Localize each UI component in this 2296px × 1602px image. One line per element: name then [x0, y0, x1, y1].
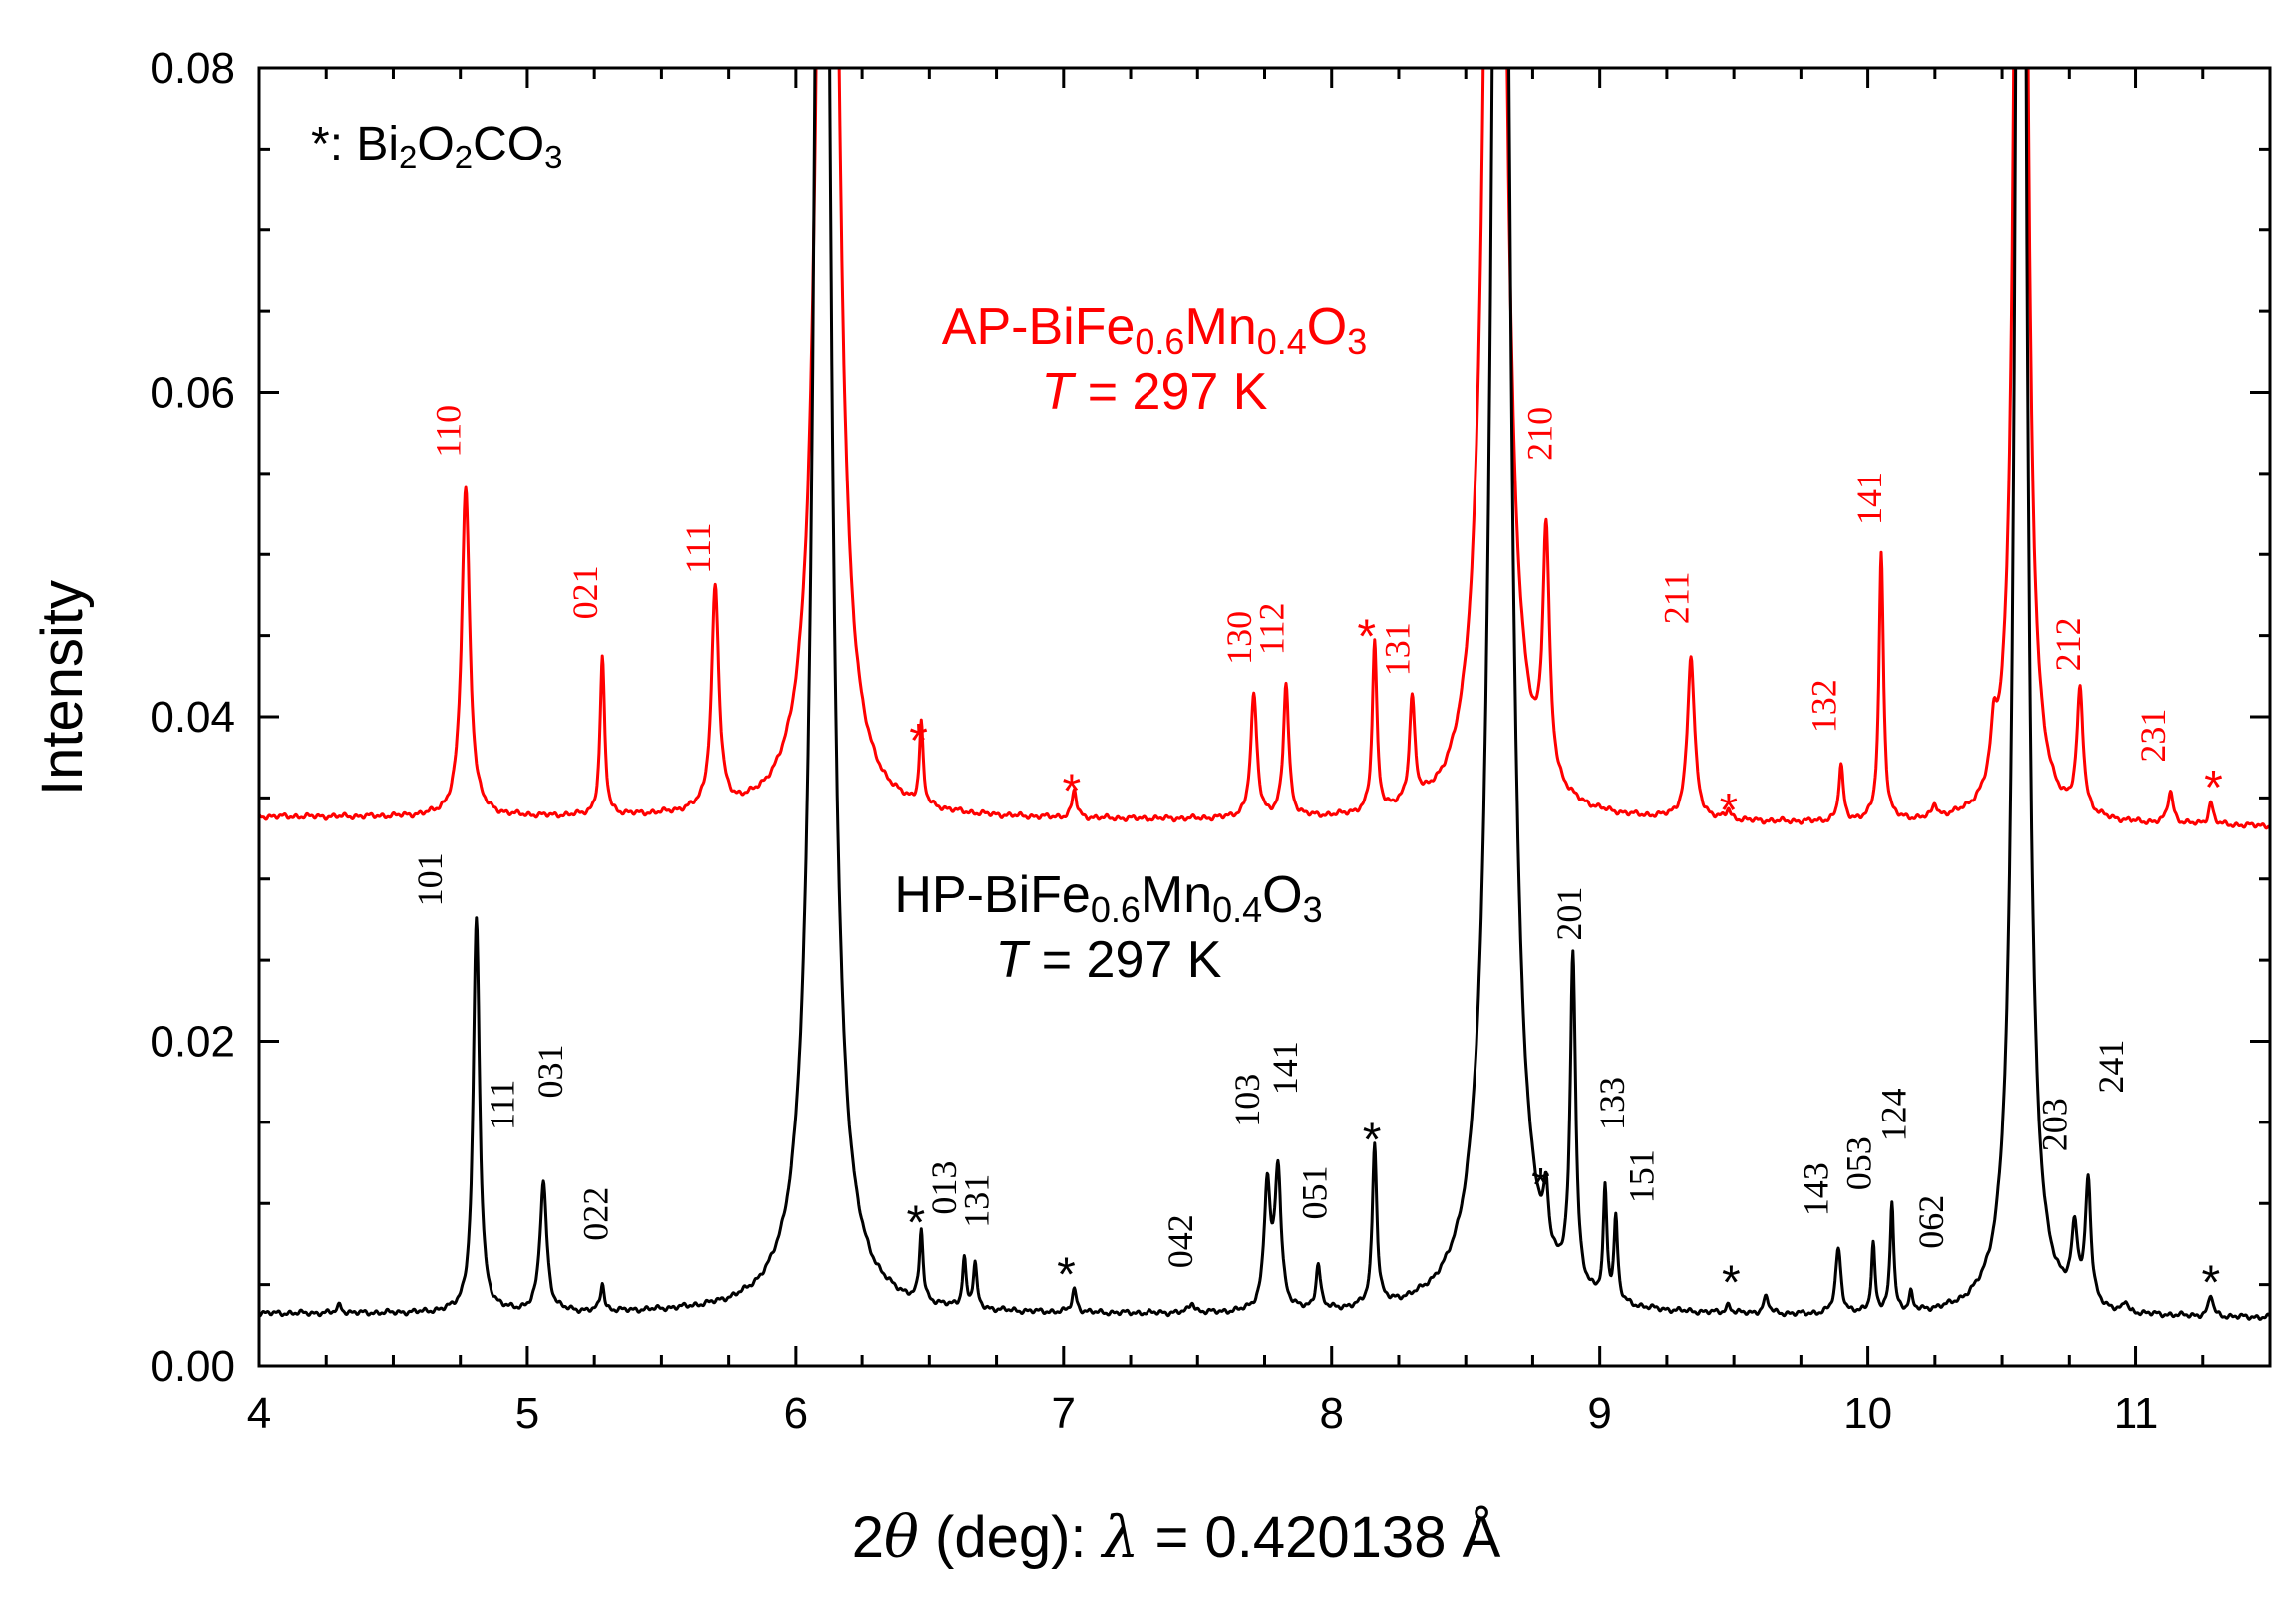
peak-index-label: 211: [1656, 572, 1696, 625]
peak-index-label: 151: [1622, 1149, 1662, 1203]
peak-index-label: 062: [1911, 1195, 1951, 1249]
x-tick-label: 4: [247, 1389, 271, 1438]
peak-index-label: 031: [530, 1045, 570, 1099]
peak-index-label: 111: [483, 1080, 522, 1130]
peak-index-label: 053: [1838, 1136, 1878, 1190]
peak-index-label: 101: [410, 852, 450, 906]
x-tick-label: 9: [1587, 1389, 1611, 1438]
peak-index-label: 021: [565, 565, 605, 619]
impurity-legend-note: *: Bi2O2CO3: [311, 118, 562, 175]
impurity-star-marker: *: [1357, 611, 1376, 664]
series-label-hp: HP-BiFe0.6Mn0.4O3: [894, 866, 1322, 930]
peak-index-label: 141: [1265, 1041, 1305, 1095]
axes: 4 5 6 7 8 9 10 11 0.00 0.02 0.04 0.06 0.08: [150, 44, 2272, 1438]
peak-index-label: 124: [1873, 1088, 1913, 1141]
y-tick-label: 0.00: [150, 1342, 235, 1391]
series-temperature-ap: T = 297 K: [1042, 363, 1268, 421]
impurity-star-marker: *: [1722, 1257, 1741, 1310]
peak-index-label: 212: [2048, 617, 2088, 671]
peak-index-label: 022: [576, 1187, 616, 1241]
y-tick-label: 0.08: [150, 44, 235, 93]
series-line-hp: [259, 68, 2270, 1321]
peak-index-label: 103: [1227, 1074, 1267, 1127]
peak-index-label: 111: [678, 522, 718, 573]
peak-index-label: 131: [957, 1174, 997, 1228]
peak-index-label: 051: [1294, 1166, 1334, 1220]
series-temperature-hp: T = 297 K: [996, 931, 1222, 989]
series-layer: [259, 68, 2270, 1321]
impurity-star-marker: *: [1063, 765, 1082, 817]
peak-index-label: 203: [2035, 1098, 2075, 1151]
peak-index-label: 231: [2133, 709, 2173, 763]
x-tick-label: 11: [2114, 1389, 2159, 1438]
peak-index-label: 201: [1549, 887, 1589, 941]
peak-index-label: 210: [1519, 407, 1559, 461]
x-axis-label: 2θ (deg): λ = 0.420138 Å: [852, 1503, 1501, 1571]
peak-index-label: 013: [924, 1161, 964, 1215]
y-tick-label: 0.02: [150, 1018, 235, 1067]
y-axis-label: Intensity: [30, 580, 95, 796]
peak-index-label: 141: [1849, 472, 1889, 525]
peak-index-label: 042: [1160, 1214, 1200, 1268]
peak-index-label: 132: [1804, 679, 1843, 733]
impurity-star-marker: *: [1531, 1159, 1550, 1212]
impurity-star-marker: *: [2201, 1257, 2220, 1310]
peak-index-label: 112: [1251, 603, 1291, 656]
series-line-ap: [259, 68, 2270, 830]
x-tick-label: 5: [515, 1389, 539, 1438]
peak-index-label: 143: [1796, 1162, 1835, 1216]
y-tick-label: 0.04: [150, 693, 235, 742]
impurity-star-marker: *: [2204, 762, 2223, 814]
x-tick-label: 10: [1843, 1389, 1892, 1438]
peak-index-label: 131: [1378, 622, 1418, 676]
series-label-ap: AP-BiFe0.6Mn0.4O3: [942, 298, 1367, 362]
peak-index-label: 110: [429, 405, 469, 458]
x-tick-label: 8: [1319, 1389, 1343, 1438]
impurity-star-marker: *: [1719, 785, 1738, 837]
peak-index-label: 241: [2091, 1040, 2131, 1094]
x-tick-label: 6: [784, 1389, 808, 1438]
impurity-star-marker: *: [909, 715, 928, 768]
y-tick-label: 0.06: [150, 369, 235, 418]
impurity-star-marker: *: [907, 1196, 926, 1249]
x-tick-label: 7: [1052, 1389, 1076, 1438]
peak-index-label: 130: [1219, 611, 1259, 665]
impurity-star-marker: *: [1057, 1248, 1076, 1301]
peak-index-label: 133: [1592, 1077, 1632, 1130]
impurity-star-marker: *: [1363, 1114, 1382, 1166]
